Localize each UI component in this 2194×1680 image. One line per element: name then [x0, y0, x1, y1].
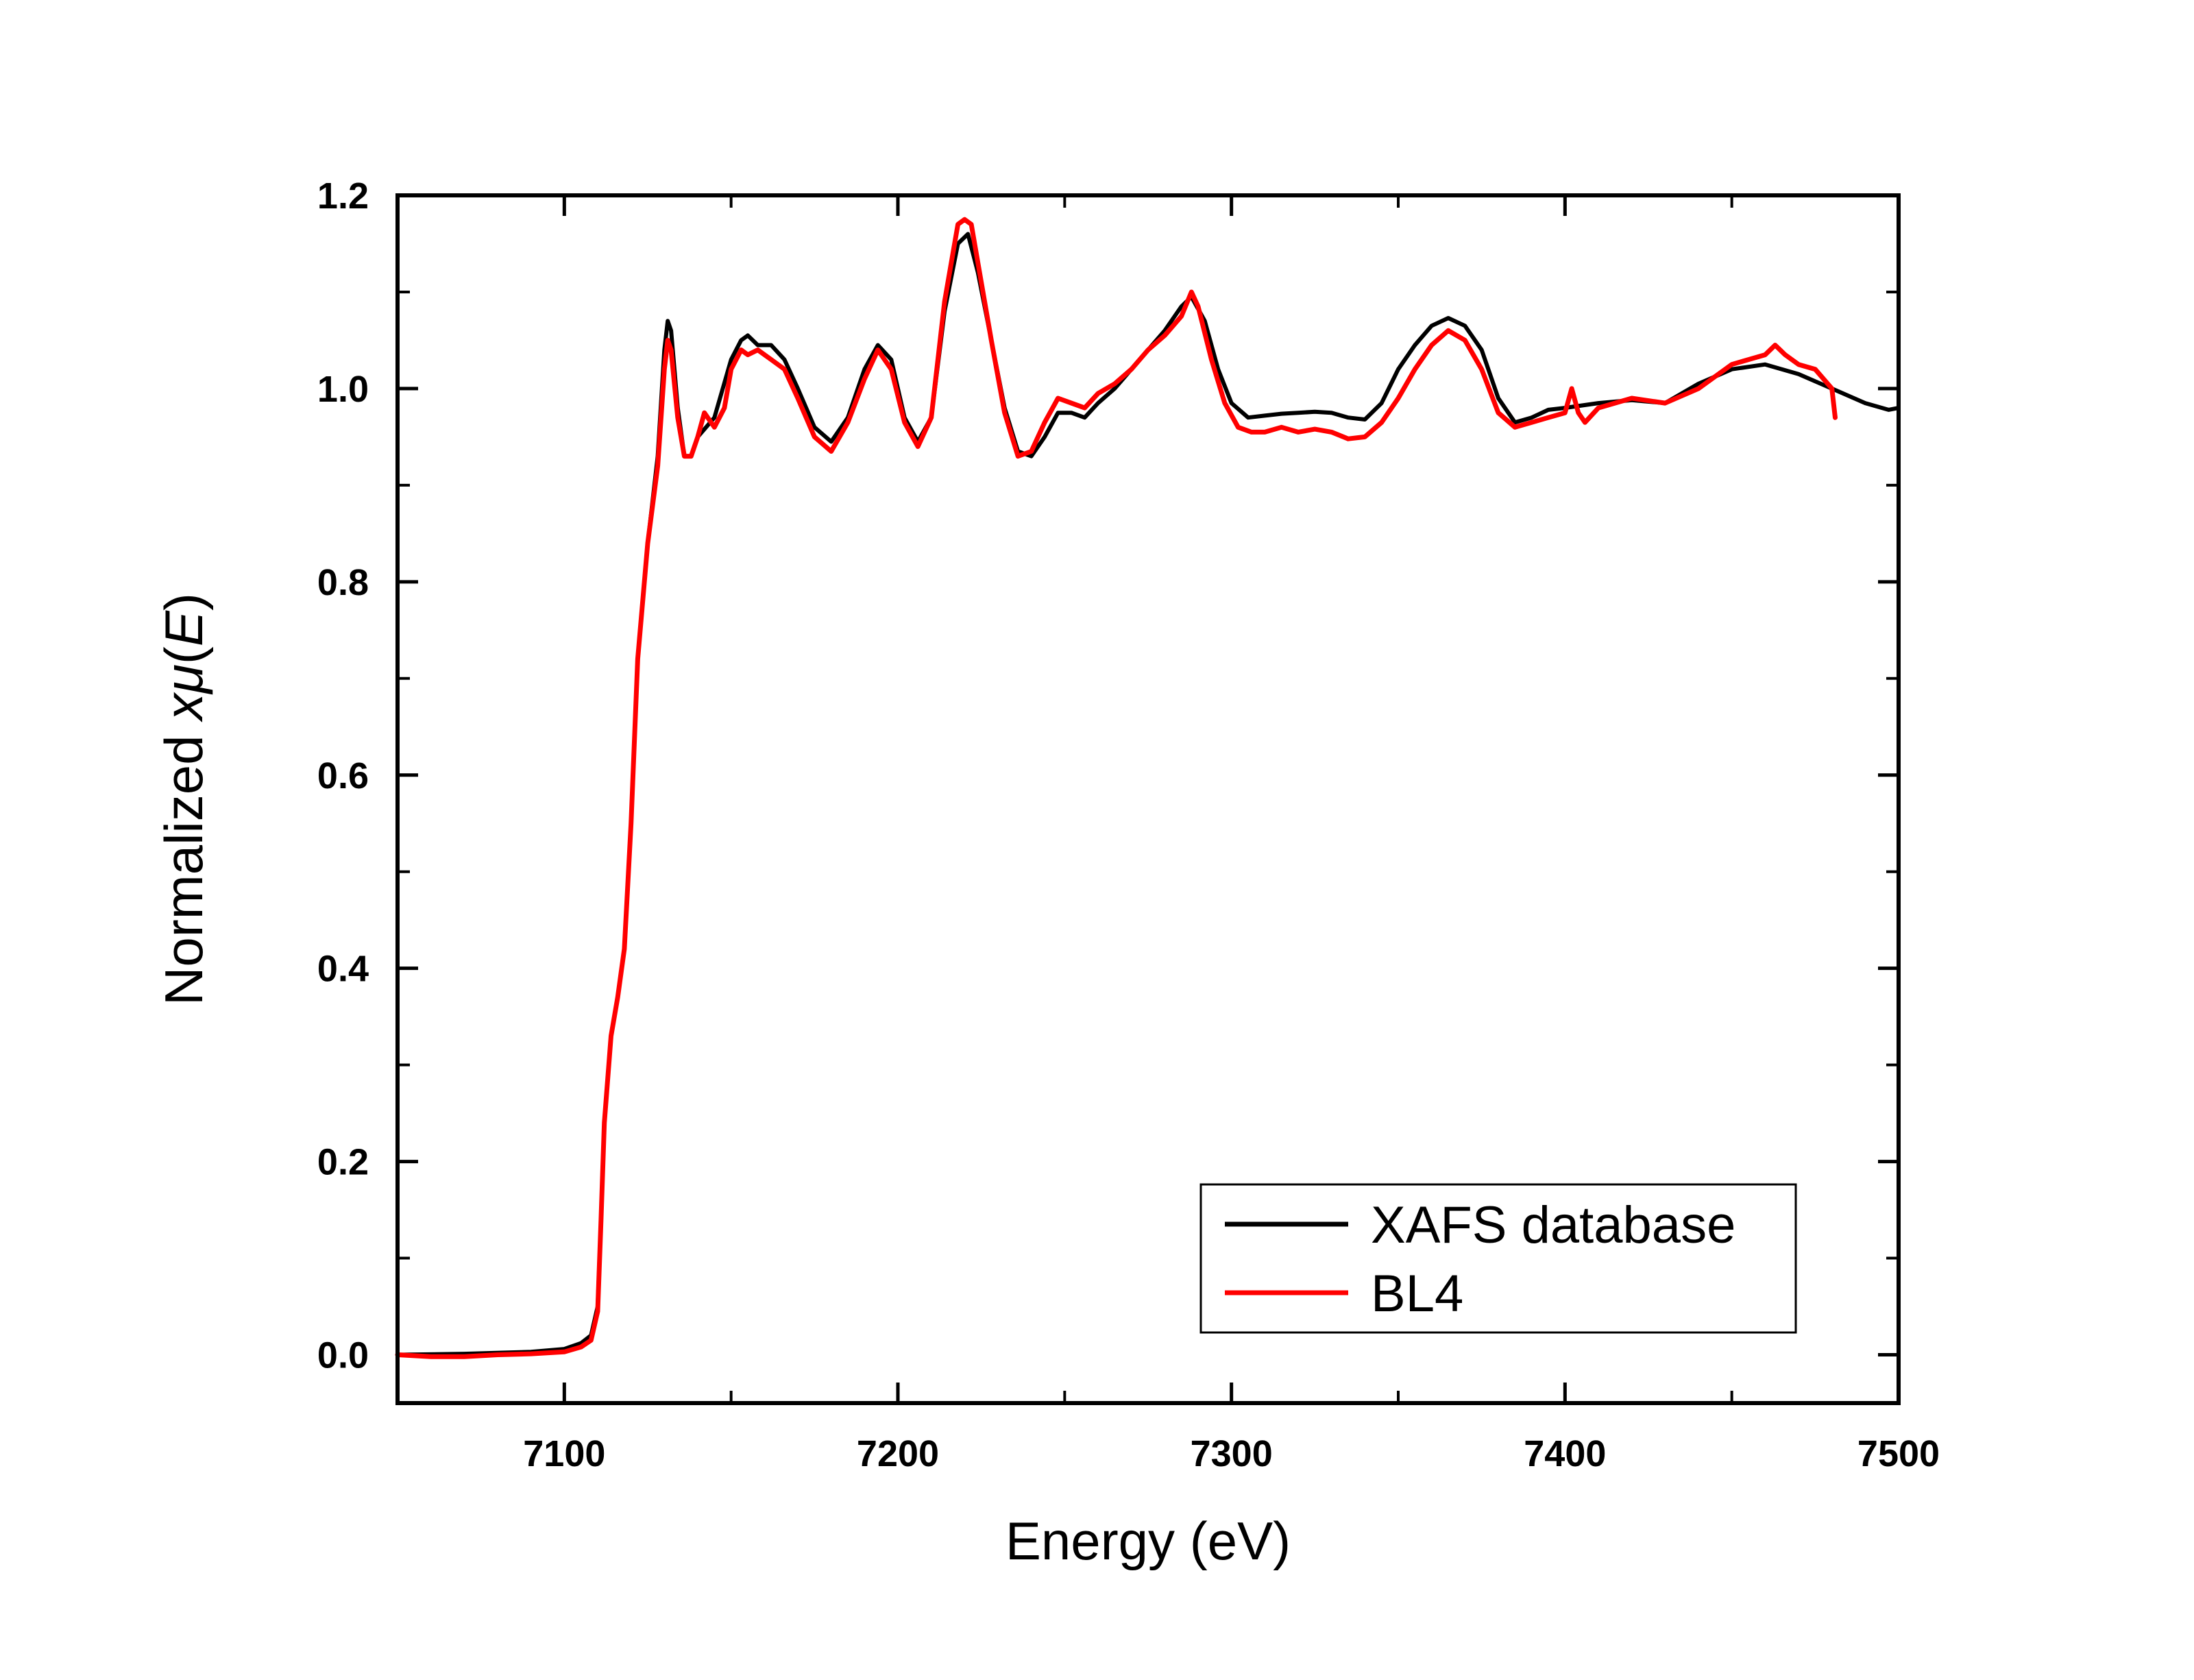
x-tick-label: 7300	[1191, 1433, 1273, 1474]
y-axis-title-prefix: Normalized	[154, 720, 214, 1006]
y-tick-labels: 0.0 0.2 0.4 0.6 0.8 1.0 1.2	[317, 175, 369, 1376]
y-tick-label: 1.2	[317, 175, 369, 217]
x-tick-label: 7100	[523, 1433, 605, 1474]
legend: XAFS database BL4	[1199, 1183, 1797, 1334]
y-axis-title: Normalized xμ(E)	[154, 593, 214, 1006]
y-tick-label: 0.2	[317, 1142, 369, 1183]
legend-label-xafs-database: XAFS database	[1371, 1196, 1735, 1254]
y-axis-title-close: )	[154, 593, 214, 611]
series-line-bl4	[395, 217, 1838, 1359]
x-tick-label: 7200	[857, 1433, 939, 1474]
x-tick-label: 7500	[1857, 1433, 1940, 1474]
plot-frame	[395, 193, 1901, 1405]
y-tick-label: 1.0	[317, 369, 369, 410]
y-axis-title-var: E	[154, 610, 214, 646]
y-tick-label: 0.0	[317, 1335, 369, 1376]
y-axis-title-mu: μ	[154, 664, 214, 695]
y-tick-label: 0.6	[317, 755, 369, 796]
x-axis-title: Energy (eV)	[1005, 1511, 1291, 1571]
y-tick-label: 0.8	[317, 562, 369, 603]
y-axis-title-open: (	[154, 646, 214, 664]
legend-label-bl4: BL4	[1371, 1265, 1463, 1323]
x-tick-label: 7400	[1524, 1433, 1606, 1474]
x-tick-labels: 7100 7200 7300 7400 7500	[523, 1433, 1940, 1474]
series-layer	[395, 217, 1901, 1359]
legend-box	[1199, 1183, 1797, 1334]
y-tick-label: 0.4	[317, 949, 369, 990]
y-axis-title-symbol: x	[154, 692, 214, 723]
